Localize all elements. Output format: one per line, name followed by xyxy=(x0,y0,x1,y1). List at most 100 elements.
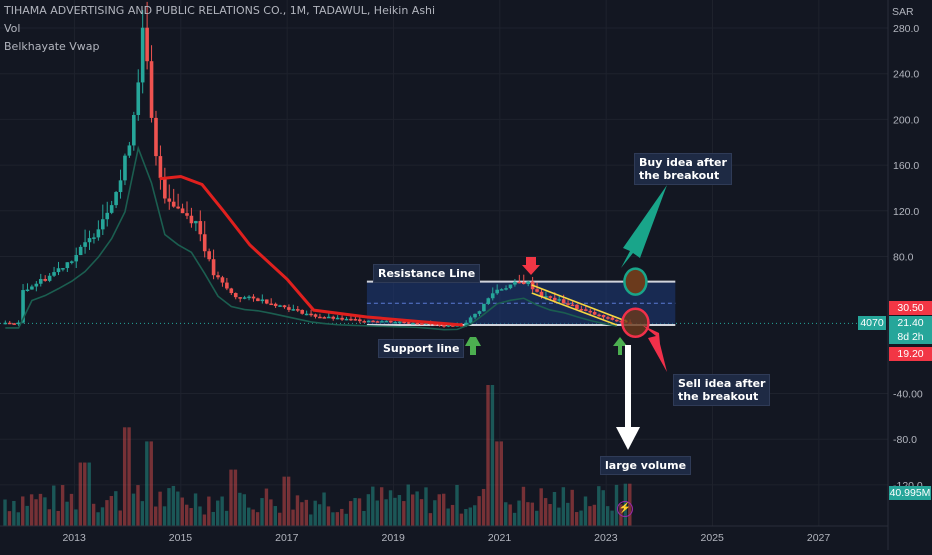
currency-label[interactable]: SAR xyxy=(892,6,914,18)
volume-bar xyxy=(601,490,605,526)
y-tick-label: 280.0 xyxy=(893,23,919,35)
volume-bar xyxy=(428,513,433,526)
candle-body xyxy=(65,262,70,269)
indicator-vwap-label[interactable]: Belkhayate Vwap xyxy=(4,40,100,53)
volume-bar xyxy=(552,492,557,526)
candle-body xyxy=(256,298,260,302)
volume-bar xyxy=(162,506,167,526)
candle-body xyxy=(309,313,313,316)
x-tick-label: 2027 xyxy=(807,532,831,544)
volume-bar xyxy=(238,492,242,526)
candle-body xyxy=(69,261,74,263)
candle-body xyxy=(552,297,557,301)
candle-body xyxy=(526,281,530,285)
volume-bar xyxy=(224,510,229,526)
candle-body xyxy=(154,117,158,157)
volume-bar xyxy=(131,493,136,526)
candle-body xyxy=(575,304,579,309)
green-up-arrow-left xyxy=(465,337,481,355)
candle-body xyxy=(371,320,375,323)
indicator-vol-label[interactable]: Vol xyxy=(4,22,21,35)
volume-bar xyxy=(171,485,176,526)
candle-body xyxy=(313,314,318,317)
red-down-arrow xyxy=(522,257,540,275)
x-tick-label: 2025 xyxy=(701,532,725,544)
candle-body xyxy=(446,325,451,327)
sell-circle xyxy=(621,307,650,338)
volume-bar xyxy=(459,513,464,526)
candle-body xyxy=(544,296,548,298)
candle-body xyxy=(225,282,229,289)
symbol-title[interactable]: TIHAMA ADVERTISING AND PUBLIC RELATIONS … xyxy=(4,4,436,17)
y-tick-label: 160.0 xyxy=(893,160,919,172)
candle-body xyxy=(486,298,491,304)
candle-body xyxy=(127,145,132,156)
volume-bar xyxy=(610,510,614,526)
candle-body xyxy=(92,237,96,239)
volume-bar xyxy=(574,512,579,526)
candle-body xyxy=(198,221,203,235)
candle-body xyxy=(583,309,588,311)
volume-bar xyxy=(539,488,543,526)
candle-body xyxy=(561,299,566,304)
annotation-shapes xyxy=(465,185,667,450)
volume-bar xyxy=(295,495,300,526)
volume-bar xyxy=(406,484,410,526)
volume-bar xyxy=(291,509,295,526)
volume-bar xyxy=(25,505,29,526)
volume-bar xyxy=(286,476,291,526)
volume-bar xyxy=(526,502,530,526)
candle-body xyxy=(597,314,601,317)
volume-bar xyxy=(384,499,388,526)
candle-body xyxy=(83,242,87,247)
sell-pointer-arrow xyxy=(642,325,667,372)
support-label: Support line xyxy=(378,339,465,358)
lightning-icon[interactable]: ⚡ xyxy=(617,501,633,517)
volume-bar xyxy=(278,512,282,526)
volume-bar xyxy=(415,491,419,526)
candle-body xyxy=(326,316,331,319)
candle-body xyxy=(229,288,234,294)
candle-body xyxy=(437,324,442,326)
buy-idea-line1: Buy idea after xyxy=(639,156,727,169)
volume-bar xyxy=(371,486,375,526)
candle-body xyxy=(176,206,180,209)
volume-bar xyxy=(189,508,193,526)
volume-bar xyxy=(16,512,21,526)
candle-body xyxy=(539,291,544,297)
volume-bar xyxy=(614,484,619,526)
volume-bar xyxy=(340,508,344,526)
volume-bar xyxy=(149,441,153,526)
downtrend-line-upper xyxy=(531,284,628,323)
volume-bar xyxy=(450,504,455,526)
volume-bar xyxy=(193,493,198,526)
volume-bar xyxy=(583,496,588,526)
buy-circle xyxy=(623,267,648,296)
grid xyxy=(0,0,888,526)
volume-bar xyxy=(247,507,251,526)
volume-bar xyxy=(588,506,592,526)
price-tag-countdown: 8d 2h xyxy=(889,330,932,344)
volume-bar xyxy=(366,494,371,526)
candle-body xyxy=(295,309,300,311)
candle-body xyxy=(508,284,513,289)
y-tick-label: -40.00 xyxy=(893,389,923,401)
price-tag-upper: 30.50 xyxy=(889,301,932,315)
candle-body xyxy=(517,281,522,284)
large-volume-note: large volume xyxy=(600,456,692,475)
volume-bar xyxy=(158,491,162,526)
volume-bar xyxy=(264,488,269,526)
volume-bar xyxy=(375,500,379,526)
candle-body xyxy=(242,297,247,299)
candle-body xyxy=(375,321,380,323)
volume-bar xyxy=(100,507,105,526)
candle-body xyxy=(535,289,539,292)
volume-bar xyxy=(362,510,366,526)
volume-bar xyxy=(38,493,43,526)
volume-bar xyxy=(69,493,74,526)
volume-bar xyxy=(202,514,207,526)
candle-body xyxy=(3,322,8,325)
candle-body xyxy=(61,268,65,270)
